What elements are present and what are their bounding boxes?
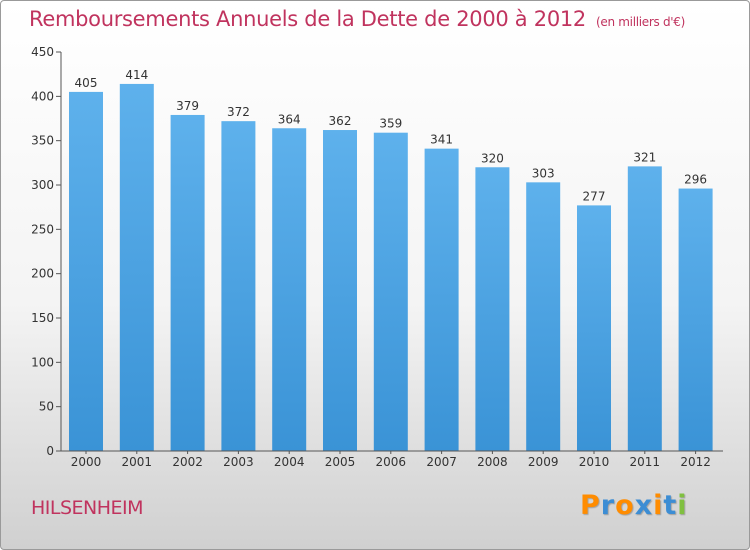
y-tick-label: 250 (31, 222, 54, 236)
bar (678, 188, 713, 451)
bar (323, 130, 357, 451)
data-label: 359 (379, 117, 402, 131)
x-tick-label: 2001 (122, 455, 153, 469)
x-tick-label: 2004 (274, 455, 305, 469)
y-tick-label: 0 (46, 444, 54, 458)
x-tick-label: 2006 (376, 455, 407, 469)
y-tick-label: 300 (31, 178, 54, 192)
x-tick-label: 2003 (223, 455, 254, 469)
x-tick-label: 2010 (579, 455, 610, 469)
chart-title: Remboursements Annuels de la Dette de 20… (29, 7, 685, 31)
brand-letter: i (677, 490, 688, 521)
brand-letter: o (615, 490, 635, 521)
brand-letter: r (600, 490, 616, 521)
x-tick-label: 2007 (426, 455, 457, 469)
bar (221, 121, 256, 451)
x-tick-label: 2002 (172, 455, 203, 469)
y-tick-label: 150 (31, 311, 54, 325)
data-label: 320 (481, 151, 504, 165)
x-tick-label: 2012 (680, 455, 711, 469)
y-tick-label: 400 (31, 89, 54, 103)
y-tick-label: 100 (31, 355, 54, 369)
commune-name: HILSENHEIM (31, 497, 144, 519)
data-label: 379 (176, 99, 199, 113)
y-tick-label: 50 (39, 400, 54, 414)
proxiti-logo: Proxiti (580, 490, 688, 521)
brand-letter: P (580, 490, 601, 521)
chart-title-text: Remboursements Annuels de la Dette de 20… (29, 7, 586, 31)
x-tick-label: 2005 (325, 455, 356, 469)
bar (577, 205, 611, 451)
y-tick-label: 350 (31, 134, 54, 148)
data-label: 364 (278, 112, 301, 126)
y-tick-label: 200 (31, 267, 54, 281)
x-tick-label: 2000 (71, 455, 102, 469)
x-tick-label: 2009 (528, 455, 559, 469)
data-label: 303 (532, 166, 555, 180)
bar (475, 167, 510, 451)
data-label: 362 (329, 114, 352, 128)
bar (526, 182, 561, 451)
data-label: 341 (430, 133, 453, 147)
data-label: 414 (125, 68, 148, 82)
bar (69, 91, 103, 452)
x-tick-label: 2011 (630, 455, 661, 469)
brand-letter: i (653, 490, 664, 521)
x-tick-label: 2008 (477, 455, 508, 469)
data-label: 277 (583, 189, 606, 203)
bar (119, 83, 154, 452)
bar (627, 166, 662, 451)
brand-letter: t (663, 490, 678, 521)
bar (170, 114, 205, 451)
bar (272, 128, 307, 451)
brand-letter: x (634, 490, 654, 521)
bar (373, 132, 408, 452)
y-tick-label: 450 (31, 45, 54, 59)
data-label: 405 (75, 76, 98, 90)
data-label: 321 (633, 150, 656, 164)
chart-unit: (en milliers d'€) (596, 15, 686, 29)
data-label: 372 (227, 105, 250, 119)
data-label: 296 (684, 173, 707, 187)
bar (424, 148, 459, 451)
